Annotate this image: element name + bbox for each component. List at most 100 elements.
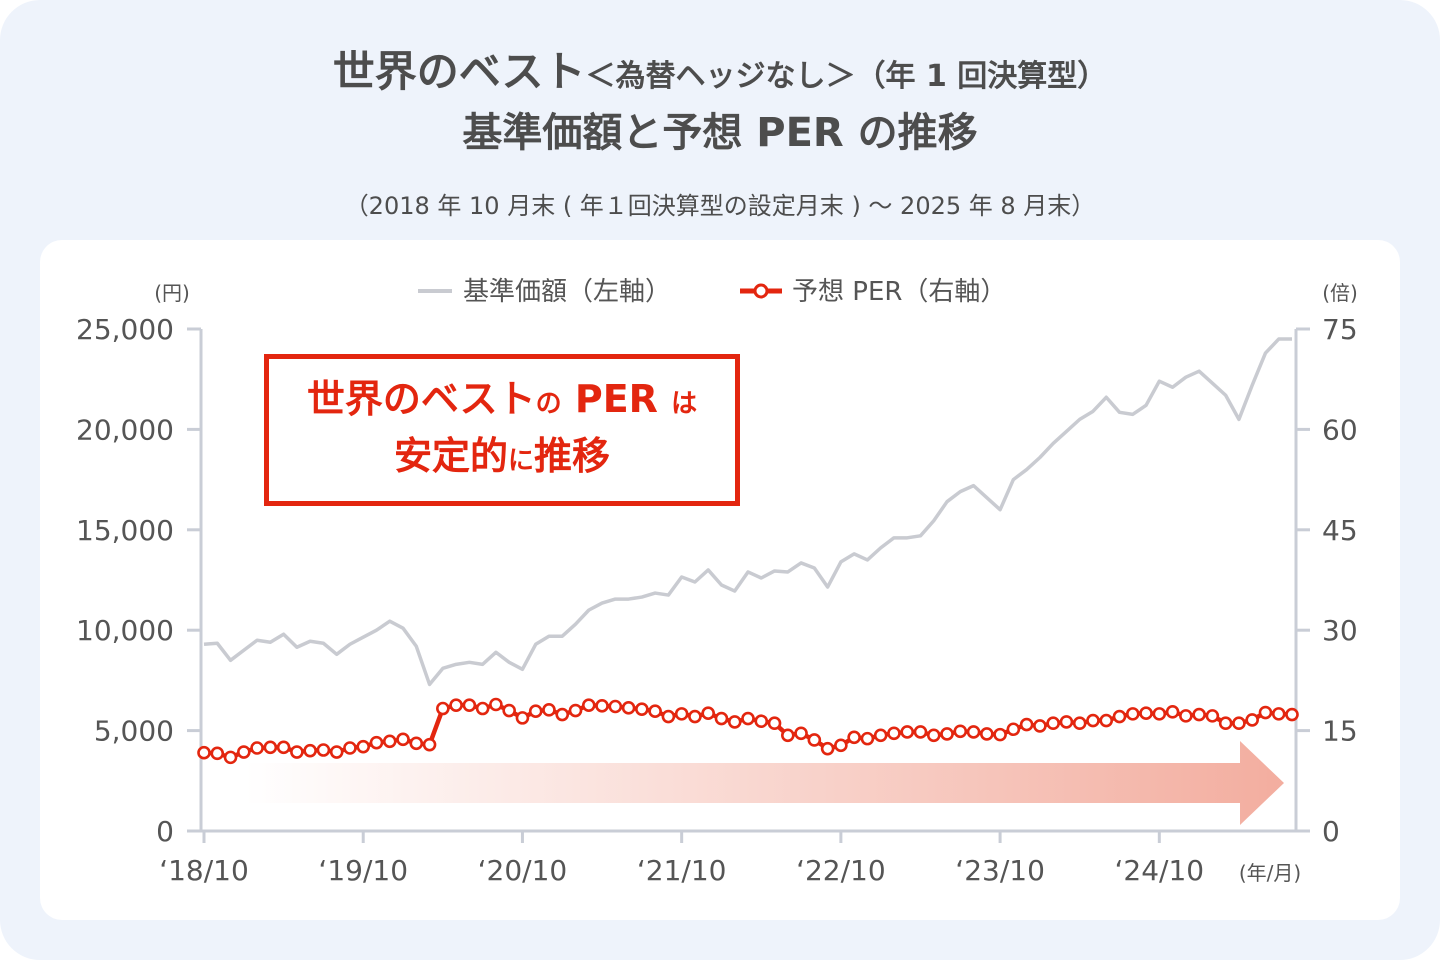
per-point <box>1165 705 1180 719</box>
per-point <box>953 724 968 739</box>
per-point <box>1033 719 1047 733</box>
per-point <box>767 716 782 731</box>
per-point <box>449 698 463 712</box>
per-point <box>343 741 357 755</box>
legend: 基準価額（左軸） 予想 PER（右軸） <box>418 277 1006 307</box>
per-point <box>727 715 742 729</box>
series-per <box>197 697 1299 765</box>
y-right-unit: (倍) <box>1322 281 1358 305</box>
per-point <box>1019 717 1034 732</box>
per-point <box>475 701 490 716</box>
legend-per-label: 予想 PER（右軸） <box>792 277 1006 307</box>
per-point <box>1152 707 1167 721</box>
per-point <box>1059 715 1074 729</box>
per-point <box>409 736 424 751</box>
per-point <box>263 740 278 755</box>
per-point <box>436 701 450 716</box>
nav-line <box>203 337 1292 687</box>
per-point <box>555 707 570 722</box>
x-tick-label: ‘20/10 <box>478 854 568 887</box>
y-left-tick-label: 0 <box>156 815 174 848</box>
per-point <box>1179 709 1193 723</box>
y-left-tick-label: 10,000 <box>76 614 174 647</box>
per-point <box>847 730 861 745</box>
per-point <box>887 726 901 741</box>
per-point <box>1139 706 1153 720</box>
per-point <box>661 709 676 724</box>
trend-arrow <box>245 741 1284 825</box>
callout-text-2a: 安定的 <box>393 434 508 478</box>
callout-line2: 安定的に推移 <box>269 430 735 487</box>
callout-text-2b: に <box>507 446 534 476</box>
per-point <box>1271 707 1286 721</box>
per-point <box>515 711 530 725</box>
per-point <box>714 711 729 726</box>
per-point <box>781 728 795 743</box>
per-point <box>688 709 702 724</box>
per-point <box>250 741 264 755</box>
chart-title: 世界のベスト＜為替ヘッジなし＞（年 1 回決算型） <box>0 38 1440 99</box>
per-point <box>1046 716 1060 731</box>
chart-period: （2018 年 10 月末 ( 年１回決算型の設定月末 ) ～ 2025 年 8… <box>344 192 1096 220</box>
callout-text-1a: 世界のベスト <box>306 377 536 421</box>
per-point <box>1258 705 1273 720</box>
per-point <box>1099 713 1114 728</box>
per-point <box>701 706 715 720</box>
per-point <box>926 728 941 743</box>
per-point <box>197 745 211 760</box>
per-point <box>237 745 251 759</box>
x-tick-label: ‘22/10 <box>796 854 886 887</box>
per-point <box>993 727 1007 742</box>
per-point <box>913 725 928 739</box>
per-point <box>674 707 689 721</box>
per-point <box>1125 707 1140 721</box>
callout-text-2c: 推移 <box>534 434 611 478</box>
per-point <box>980 727 994 741</box>
per-point <box>1006 722 1021 737</box>
callout-text-1d: は <box>671 389 698 419</box>
per-point <box>1112 709 1127 724</box>
per-point <box>356 739 371 754</box>
per-point <box>489 697 503 712</box>
callout-box: 世界のベストの PER は 安定的に推移 <box>264 354 740 506</box>
x-tick-label: ‘18/10 <box>159 854 249 887</box>
per-point <box>276 740 291 755</box>
y-left-tick-label: 15,000 <box>76 514 174 547</box>
chart-axes: 0 5,000 10,000 15,000 20,000 25,000 0 15 30 45 60 7… <box>76 281 1358 887</box>
per-point <box>1205 709 1220 723</box>
y-right-tick-label: 0 <box>1322 815 1340 848</box>
per-point <box>794 726 808 741</box>
per-point <box>1218 716 1233 731</box>
y-left-tick-label: 25,000 <box>76 313 174 346</box>
per-point <box>210 746 225 761</box>
per-point <box>1285 707 1299 722</box>
x-tick-label: ‘23/10 <box>955 854 1045 887</box>
x-tick-label: ‘19/10 <box>318 854 408 887</box>
x-tick-label: ‘24/10 <box>1115 854 1205 887</box>
per-point <box>542 703 556 717</box>
per-point <box>595 699 609 713</box>
per-point <box>303 743 317 758</box>
y-right-tick-label: 60 <box>1322 413 1358 446</box>
y-right-tick-label: 75 <box>1322 313 1358 346</box>
title-type: （年 1 回決算型） <box>855 59 1108 94</box>
per-point <box>329 745 344 759</box>
per-point <box>741 711 755 726</box>
y-right-tick-label: 15 <box>1322 715 1358 748</box>
per-point <box>223 750 238 765</box>
y-left-unit: (円) <box>154 281 190 305</box>
per-point <box>422 737 437 752</box>
per-point <box>1072 716 1087 731</box>
y-right-tick-label: 30 <box>1322 614 1358 647</box>
y-left-tick-label: 20,000 <box>76 413 174 446</box>
per-point <box>581 698 596 712</box>
per-point <box>290 745 304 759</box>
series-nav <box>203 337 1292 687</box>
per-point <box>860 731 875 746</box>
per-point <box>382 734 397 749</box>
y-right-tick-label: 45 <box>1322 514 1358 547</box>
per-point <box>635 702 649 716</box>
per-point <box>940 727 954 741</box>
